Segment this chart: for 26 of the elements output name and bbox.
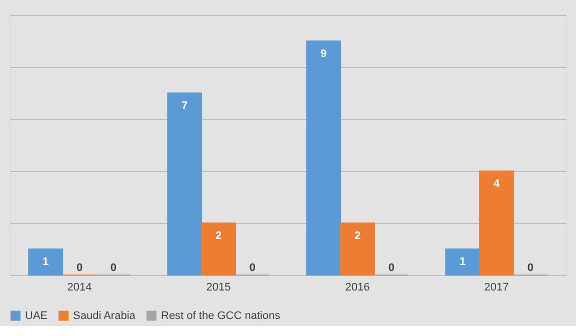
- bar: [445, 248, 480, 276]
- legend-label: Rest of the GCC nations: [161, 310, 281, 322]
- data-label: 4: [493, 178, 500, 190]
- legend-label: Saudi Arabia: [73, 310, 136, 322]
- x-tick-label: 2015: [206, 282, 231, 294]
- x-tick-label: 2014: [67, 282, 92, 294]
- data-label: 2: [354, 230, 361, 242]
- data-label: 7: [182, 100, 188, 112]
- data-label: 0: [527, 262, 534, 274]
- legend-label: UAE: [25, 310, 48, 322]
- data-label: 9: [320, 48, 327, 60]
- bar: [479, 170, 514, 276]
- x-tick-label: 2017: [484, 282, 509, 294]
- bar: [28, 248, 64, 276]
- data-label: 0: [388, 262, 394, 274]
- data-label: 2: [215, 230, 222, 242]
- bar: [167, 92, 202, 276]
- data-label: 0: [249, 262, 256, 274]
- bar: [201, 222, 236, 276]
- data-label: 1: [460, 256, 466, 268]
- bar: [306, 40, 342, 276]
- data-label: 0: [110, 262, 116, 274]
- data-label: 1: [42, 256, 49, 268]
- bar: [340, 222, 375, 276]
- x-tick-label: 2016: [345, 282, 370, 294]
- data-label: 0: [76, 262, 83, 274]
